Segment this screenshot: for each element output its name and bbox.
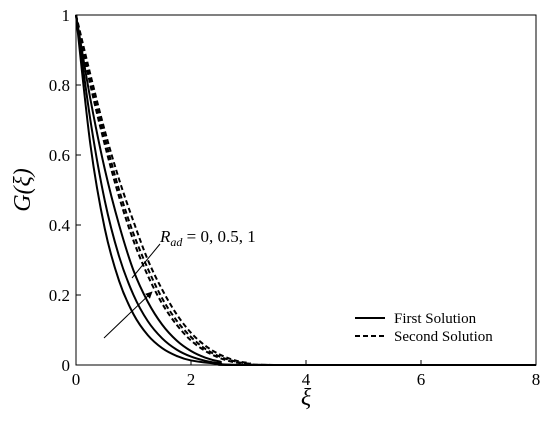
- y-tick-label: 0: [62, 356, 71, 375]
- y-tick-label: 0.6: [49, 146, 70, 165]
- series-line-second-5: [75, 14, 536, 366]
- annotation-text: Rad = 0, 0.5, 1: [159, 227, 256, 249]
- legend-label-first: First Solution: [394, 311, 477, 327]
- legend: First Solution Second Solution: [355, 311, 493, 345]
- y-tick-label: 0.2: [49, 286, 70, 305]
- legend-label-second: Second Solution: [394, 329, 493, 345]
- x-tick-label: 4: [302, 370, 311, 389]
- y-axis-label: G(ξ): [10, 168, 36, 212]
- y-tick-label: 1: [62, 6, 71, 25]
- annotation-symbol: R: [159, 227, 171, 246]
- x-tick-label: 6: [417, 370, 426, 389]
- y-tick-label: 0.8: [49, 76, 70, 95]
- axis-ticks: 0 2 4 6 8 0 0.2 0.4 0.6 0.8 1: [49, 6, 541, 389]
- series-line-first-2: [75, 14, 536, 366]
- x-tick-label: 2: [187, 370, 196, 389]
- y-tick-label: 0.4: [49, 216, 71, 235]
- annotation-values: = 0, 0.5, 1: [182, 227, 255, 246]
- x-axis-label: ξ: [301, 385, 312, 411]
- series-group: [75, 14, 536, 366]
- rad-annotation: Rad = 0, 0.5, 1: [103, 227, 256, 339]
- annotation-arrow: [103, 291, 153, 339]
- x-tick-label: 8: [532, 370, 541, 389]
- annotation-leader: [131, 243, 161, 279]
- annotation-subscript: ad: [170, 235, 183, 249]
- x-tick-label: 0: [72, 370, 81, 389]
